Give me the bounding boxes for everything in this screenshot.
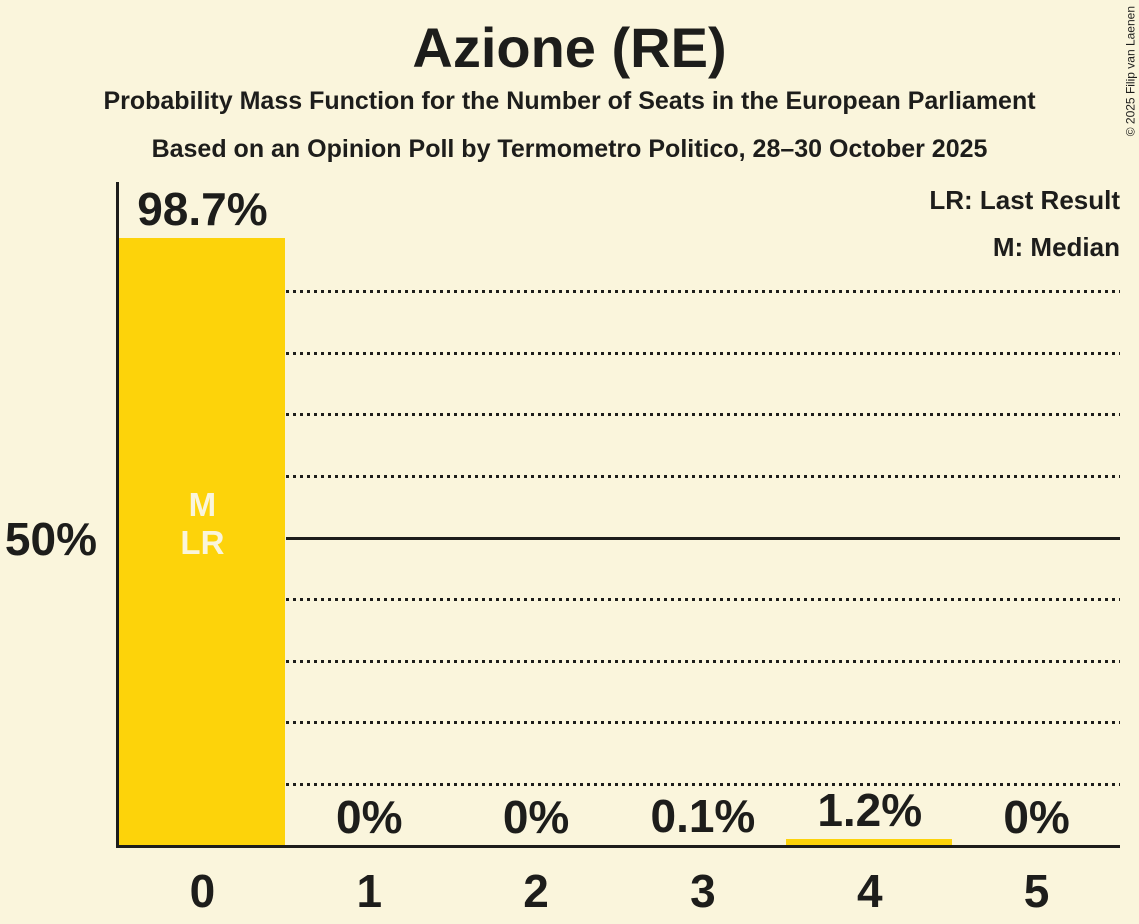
- value-label-seats-2: 0%: [502, 791, 570, 843]
- x-axis-label-0: 0: [189, 865, 216, 917]
- x-axis-label-5: 5: [1023, 865, 1050, 917]
- gridline-20pct: [286, 721, 1120, 725]
- x-axis-label-3: 3: [690, 865, 716, 917]
- gridline-10pct: [286, 782, 1120, 786]
- value-label-seats-3: 0.1%: [650, 790, 756, 843]
- value-label-seats-1: 0%: [336, 791, 403, 843]
- y-axis-line: [116, 182, 119, 848]
- median-last-result-marker: M LR: [180, 486, 225, 561]
- bar-seats-4: [786, 838, 953, 846]
- chart-subtitle: Probability Mass Function for the Number…: [103, 87, 1036, 115]
- x-axis-label-1: 1: [356, 865, 383, 917]
- legend-median: M: Median: [992, 232, 1120, 262]
- chart-source-line: Based on an Opinion Poll by Termometro P…: [151, 135, 988, 163]
- value-label-seats-0: 98.7%: [137, 183, 268, 235]
- gridline-90pct: [286, 290, 1120, 294]
- fifty-percent-line: [286, 536, 1120, 540]
- y-axis-label-50pct: 50%: [4, 513, 97, 565]
- value-label-seats-4: 1.2%: [817, 783, 923, 836]
- gridline-80pct: [286, 351, 1120, 355]
- x-axis-label-4: 4: [856, 865, 883, 917]
- chart-title: Azione (RE): [412, 16, 727, 79]
- gridline-30pct: [286, 659, 1120, 663]
- gridline-40pct: [286, 598, 1120, 602]
- value-label-seats-5: 0%: [1003, 791, 1070, 843]
- legend-last-result: LR: Last Result: [929, 185, 1120, 215]
- gridline-60pct: [286, 474, 1120, 478]
- bar-seats-0: [119, 238, 285, 846]
- x-axis-line: [116, 845, 1120, 848]
- x-axis-label-2: 2: [523, 865, 549, 917]
- gridline-70pct: [286, 413, 1120, 417]
